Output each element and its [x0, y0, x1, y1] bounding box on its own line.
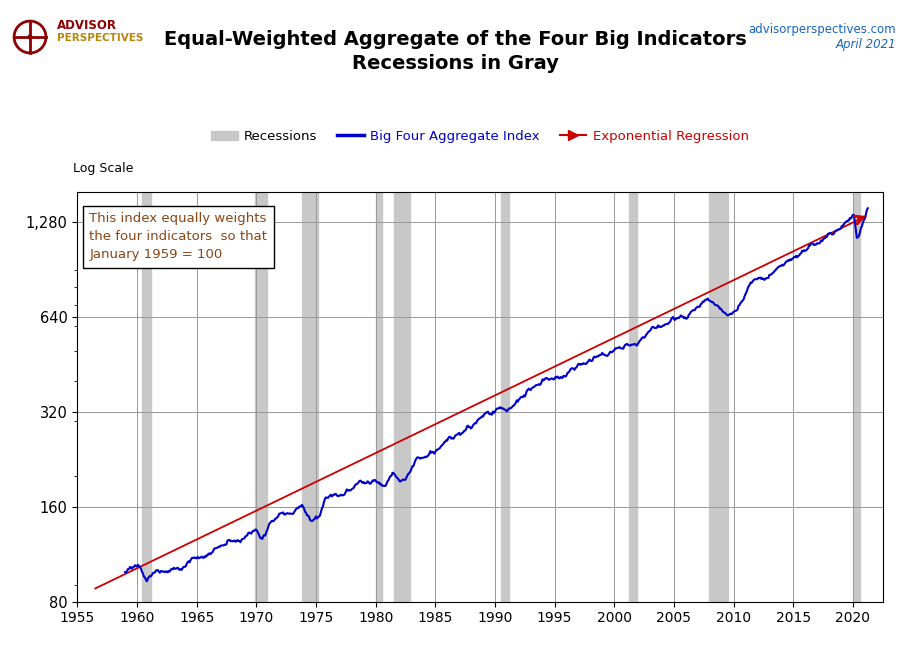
- Text: Recessions in Gray: Recessions in Gray: [351, 54, 559, 73]
- Bar: [709, 192, 728, 602]
- Text: Log Scale: Log Scale: [74, 163, 134, 175]
- Legend: Recessions, Big Four Aggregate Index, Exponential Regression: Recessions, Big Four Aggregate Index, Ex…: [206, 124, 754, 148]
- Bar: [393, 192, 410, 602]
- Bar: [501, 192, 510, 602]
- Circle shape: [28, 35, 32, 39]
- Bar: [629, 192, 637, 602]
- Bar: [376, 192, 381, 602]
- Bar: [255, 192, 267, 602]
- Text: ADVISOR: ADVISOR: [57, 19, 117, 32]
- Text: advisorperspectives.com: advisorperspectives.com: [749, 23, 896, 36]
- Text: This index equally weights
the four indicators  so that
January 1959 = 100: This index equally weights the four indi…: [89, 212, 268, 261]
- Text: April 2021: April 2021: [835, 38, 896, 52]
- Bar: [142, 192, 151, 602]
- Text: PERSPECTIVES: PERSPECTIVES: [57, 33, 144, 43]
- Text: Equal-Weighted Aggregate of the Four Big Indicators: Equal-Weighted Aggregate of the Four Big…: [164, 30, 746, 49]
- Bar: [854, 192, 860, 602]
- Bar: [301, 192, 318, 602]
